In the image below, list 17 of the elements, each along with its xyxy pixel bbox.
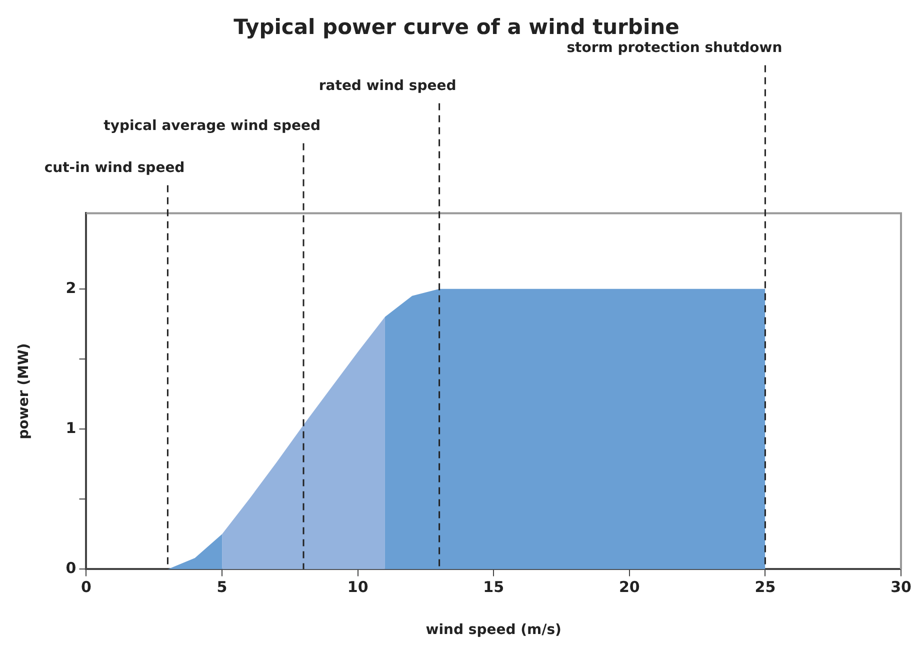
x-tick-label: 15 [483, 578, 504, 596]
x-axis-title: wind speed (m/s) [426, 622, 562, 638]
x-tick-label: 5 [216, 578, 228, 596]
x-tick-label: 30 [890, 578, 912, 596]
y-tick-label: 1 [66, 418, 76, 437]
x-tick-label: 25 [754, 578, 776, 596]
x-tick-label: 0 [81, 578, 92, 596]
x-tick-label: 20 [618, 578, 640, 596]
y-tick-label: 2 [66, 278, 76, 297]
x-tick-label: 10 [347, 578, 368, 596]
ref-line-label: typical average wind speed [104, 118, 321, 134]
y-tick-label: 0 [66, 559, 76, 578]
y-axis-title: power (MW) [16, 343, 32, 440]
ref-line-label: rated wind speed [318, 78, 456, 94]
chart-title: Typical power curve of a wind turbine [234, 15, 680, 40]
ref-line-label: cut-in wind speed [44, 160, 185, 176]
ref-line-label: storm protection shutdown [566, 40, 782, 56]
